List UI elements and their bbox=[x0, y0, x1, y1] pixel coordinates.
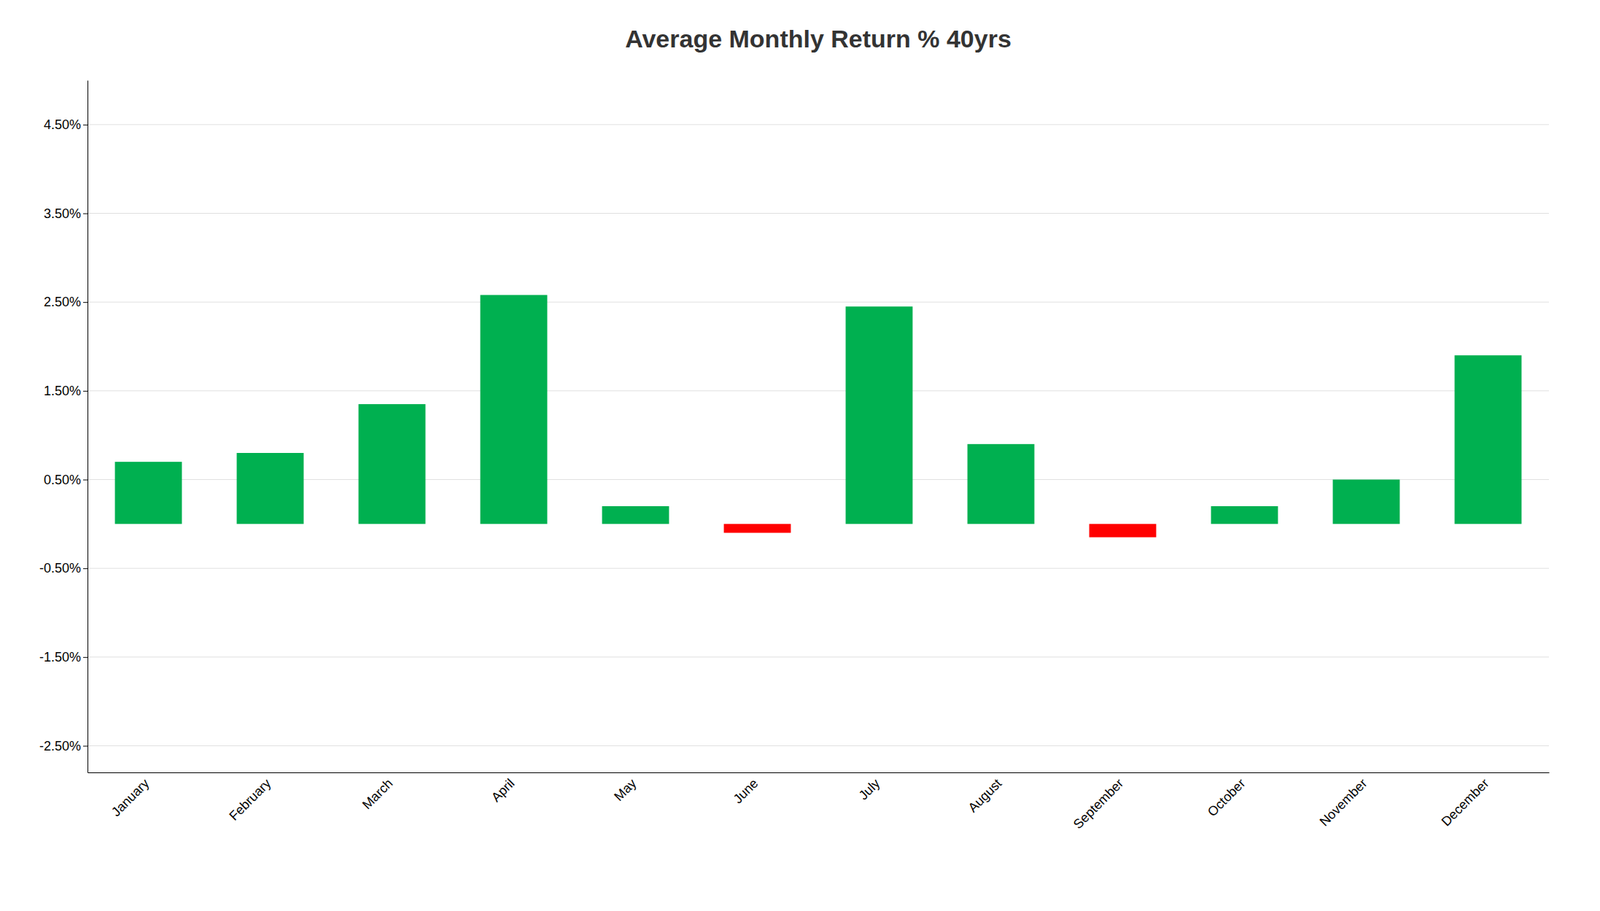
y-tick-mark bbox=[83, 568, 88, 569]
y-tick: 4.50% bbox=[43, 117, 88, 132]
bar bbox=[602, 506, 670, 524]
x-tick-label: June bbox=[730, 775, 762, 807]
bar bbox=[115, 461, 183, 524]
x-tick-label: July bbox=[856, 775, 884, 803]
y-tick: -0.50% bbox=[39, 560, 88, 576]
y-tick: -2.50% bbox=[39, 738, 88, 754]
x-tick-label: September bbox=[1070, 775, 1126, 832]
x-tick-label: March bbox=[359, 775, 396, 813]
x-axis: January February March April May June July Augu… bbox=[88, 773, 1550, 833]
x-tick-label: April bbox=[488, 775, 518, 806]
y-tick-label: 3.50% bbox=[43, 206, 81, 221]
y-tick-mark bbox=[83, 213, 88, 215]
bar bbox=[237, 452, 305, 524]
x-tick: October bbox=[1204, 775, 1248, 819]
y-tick-label: -2.50% bbox=[39, 738, 81, 754]
grid-line bbox=[87, 656, 1549, 658]
bar bbox=[1089, 523, 1157, 537]
y-tick-label: -0.50% bbox=[39, 560, 81, 576]
grid bbox=[87, 124, 1549, 747]
y-tick: 2.50% bbox=[43, 294, 88, 310]
bar bbox=[480, 294, 548, 524]
x-tick: November bbox=[1317, 775, 1371, 830]
bar bbox=[845, 306, 914, 524]
y-axis: -2.50% -1.50% -0.50% 0.50% 1.50% 2.50% 3.50% 4.… bbox=[39, 80, 89, 774]
y-tick: -1.50% bbox=[39, 649, 88, 665]
y-tick-mark bbox=[83, 479, 88, 481]
x-tick-label: October bbox=[1204, 775, 1248, 819]
x-tick: February bbox=[226, 775, 274, 824]
grid-line bbox=[87, 301, 1549, 303]
bar bbox=[1333, 479, 1401, 525]
y-tick: 1.50% bbox=[43, 383, 88, 399]
y-tick: 0.50% bbox=[43, 472, 88, 488]
plot: -2.50% -1.50% -0.50% 0.50% 1.50% 2.50% 3.50% 4.… bbox=[39, 80, 1550, 833]
x-tick: March bbox=[359, 775, 396, 813]
x-tick-label: August bbox=[965, 775, 1005, 816]
grid-line bbox=[87, 212, 1549, 214]
title: Average Monthly Return % 40yrs bbox=[624, 24, 1012, 53]
x-tick: May bbox=[611, 775, 639, 804]
x-tick: September bbox=[1070, 775, 1126, 832]
bars bbox=[115, 294, 1522, 537]
y-tick-label: 4.50% bbox=[43, 117, 81, 132]
y-tick-label: 2.50% bbox=[43, 294, 81, 310]
y-tick-mark bbox=[83, 746, 88, 747]
x-tick-label: December bbox=[1438, 775, 1493, 830]
y-tick: 3.50% bbox=[43, 206, 88, 221]
x-tick-label: January bbox=[108, 775, 152, 819]
y-tick-label: -1.50% bbox=[39, 649, 81, 665]
x-tick: April bbox=[488, 775, 518, 806]
x-tick: December bbox=[1438, 775, 1493, 830]
bar bbox=[967, 444, 1035, 525]
bar bbox=[1454, 355, 1522, 524]
y-tick-label: 1.50% bbox=[43, 383, 81, 399]
x-tick: August bbox=[965, 775, 1005, 816]
x-tick-label: May bbox=[611, 775, 639, 804]
grid-line bbox=[87, 568, 1549, 569]
x-tick: June bbox=[730, 775, 762, 807]
grid-line bbox=[87, 479, 1549, 480]
y-tick-mark bbox=[83, 390, 88, 392]
chart: -2.50% -1.50% -0.50% 0.50% 1.50% 2.50% 3.50% 4.… bbox=[0, 0, 1600, 911]
x-axis-line bbox=[88, 772, 1550, 774]
grid-line bbox=[87, 745, 1549, 747]
bar bbox=[358, 404, 426, 524]
bar bbox=[1211, 506, 1279, 524]
grid-line bbox=[87, 390, 1549, 391]
x-tick: July bbox=[856, 775, 884, 803]
x-tick-label: February bbox=[226, 775, 274, 824]
bar bbox=[724, 523, 792, 533]
x-tick-label: November bbox=[1317, 775, 1371, 830]
grid-line bbox=[87, 123, 1549, 125]
y-tick-mark bbox=[83, 124, 88, 126]
y-tick-mark bbox=[83, 657, 88, 658]
y-tick-mark bbox=[83, 301, 88, 303]
x-tick: January bbox=[108, 775, 152, 819]
y-axis-line bbox=[87, 80, 89, 774]
y-tick-label: 0.50% bbox=[43, 472, 81, 488]
